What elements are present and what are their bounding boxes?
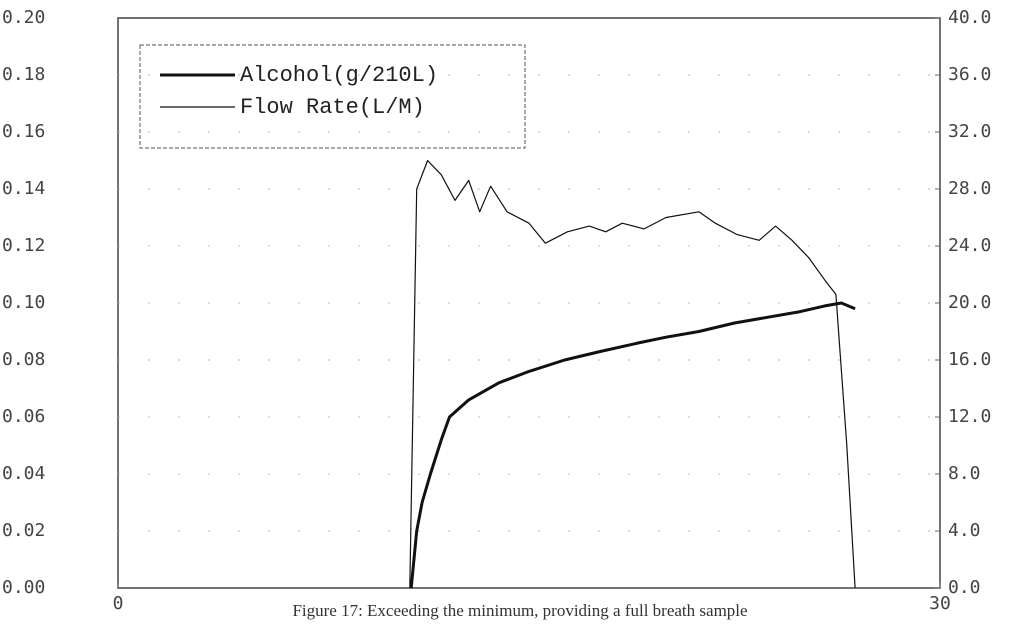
caption: Figure 17: Exceeding the minimum, provid… [292, 601, 747, 620]
y2-tick-label: 0.0 [948, 577, 981, 598]
y-tick-label: 0.14 [2, 178, 45, 199]
series-line [409, 159, 856, 589]
y2-tick-label: 20.0 [948, 292, 991, 313]
legend-box [139, 44, 526, 149]
y-tick-label: 0.04 [2, 463, 45, 484]
y2-tick-label: 36.0 [948, 64, 991, 85]
y2-tick-label: 24.0 [948, 235, 991, 256]
legend-label: Alcohol(g/210L) [240, 63, 438, 88]
y-tick-label: 0.20 [2, 7, 45, 28]
x-tick-label: 0 [113, 593, 124, 614]
y2-tick-label: 40.0 [948, 7, 991, 28]
y-tick-label: 0.00 [2, 577, 45, 598]
y-tick-label: 0.08 [2, 349, 45, 370]
y2-tick-label: 28.0 [948, 178, 991, 199]
y2-tick-label: 32.0 [948, 121, 991, 142]
y-tick-label: 0.10 [2, 292, 45, 313]
series-line [409, 301, 856, 589]
x-tick-label: 30 [929, 593, 951, 614]
y2-tick-label: 16.0 [948, 349, 991, 370]
y2-tick-label: 12.0 [948, 406, 991, 427]
y-tick-label: 0.12 [2, 235, 45, 256]
y-tick-label: 0.02 [2, 520, 45, 541]
y2-tick-label: 4.0 [948, 520, 981, 541]
y-tick-label: 0.16 [2, 121, 45, 142]
legend-label: Flow Rate(L/M) [240, 95, 425, 120]
y-tick-label: 0.18 [2, 64, 45, 85]
y-tick-label: 0.06 [2, 406, 45, 427]
y2-tick-label: 8.0 [948, 463, 981, 484]
